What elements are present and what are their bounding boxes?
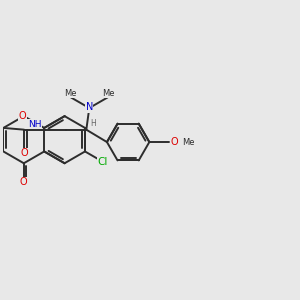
Text: O: O	[21, 148, 28, 158]
Text: NH: NH	[28, 120, 41, 129]
Text: Me: Me	[102, 89, 115, 98]
Text: N: N	[85, 102, 93, 112]
Text: Me: Me	[64, 89, 76, 98]
Text: Me: Me	[182, 137, 195, 146]
Text: O: O	[19, 111, 26, 121]
Text: Cl: Cl	[98, 157, 108, 166]
Text: H: H	[90, 119, 96, 128]
Text: O: O	[20, 177, 28, 187]
Text: O: O	[171, 137, 178, 147]
